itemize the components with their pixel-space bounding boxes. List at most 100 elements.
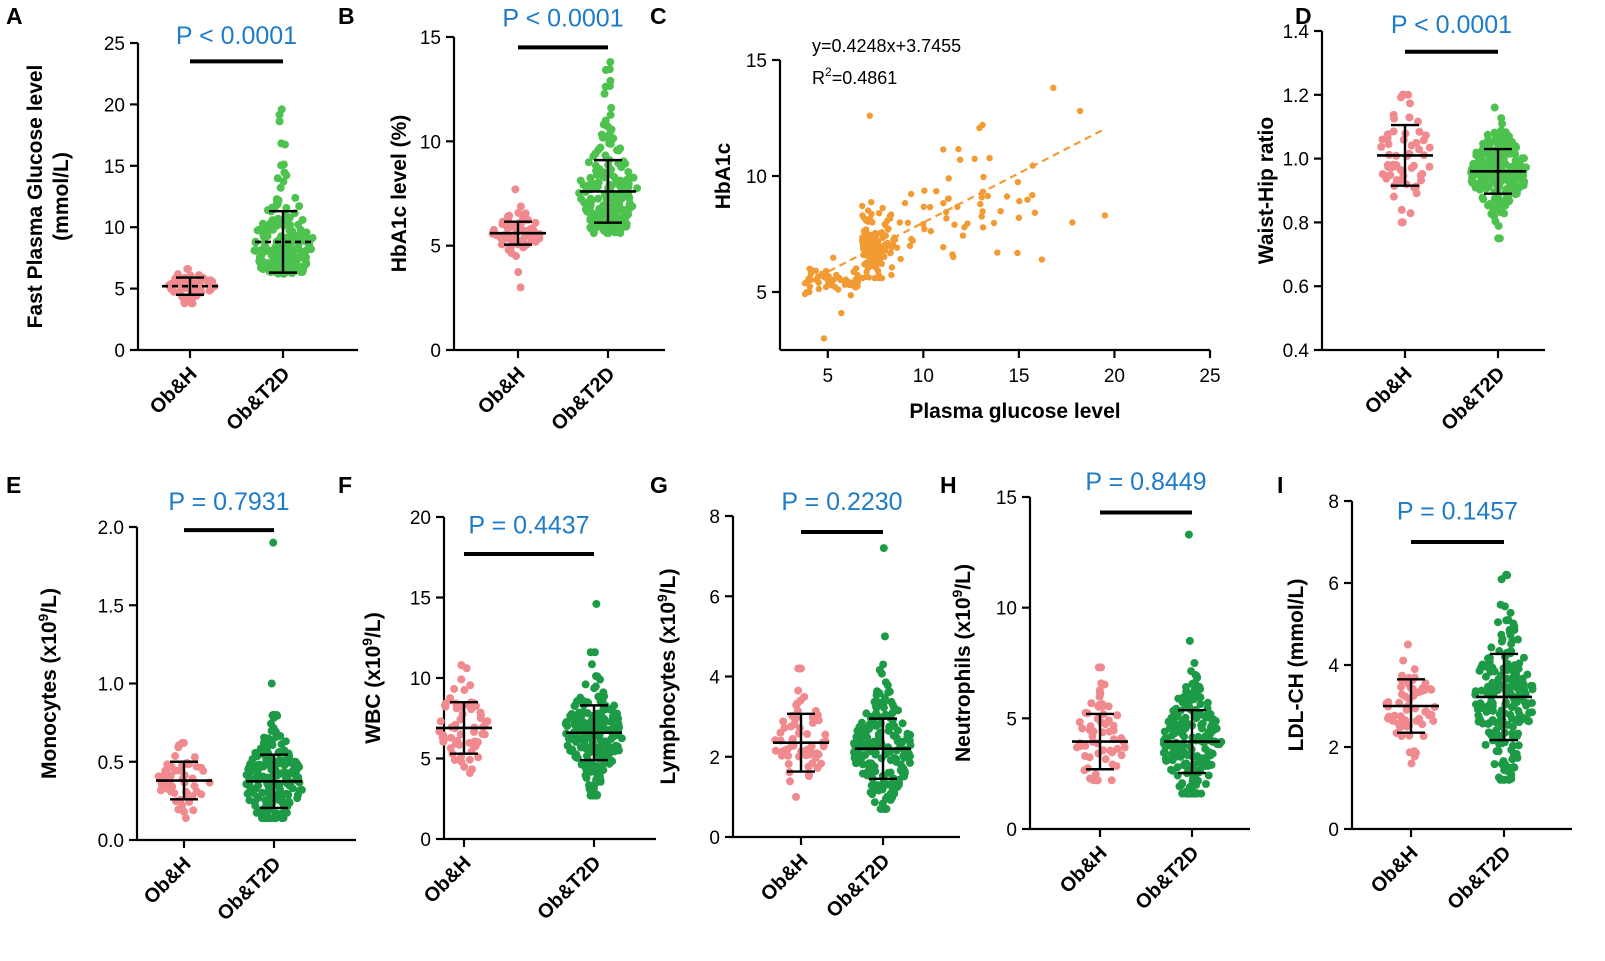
data-point: [885, 242, 892, 250]
panel-letter: F: [338, 472, 352, 498]
y-axis-label-part: Neutrophils (x10: [952, 597, 975, 762]
data-point: [875, 689, 884, 698]
data-point: [456, 730, 465, 739]
series-obh: [1072, 663, 1129, 785]
x-axis-label: Plasma glucose level: [909, 400, 1120, 423]
data-point: [897, 255, 904, 263]
data-point: [1514, 664, 1523, 673]
data-point: [1479, 179, 1488, 188]
data-point: [812, 749, 821, 758]
data-point: [867, 759, 876, 768]
data-point: [868, 210, 875, 218]
data-point: [1505, 775, 1514, 784]
data-point: [275, 769, 284, 778]
data-point: [1183, 751, 1192, 760]
data-point: [980, 173, 987, 181]
data-point: [997, 207, 1004, 215]
x-category-label: Ob&H: [420, 852, 476, 908]
data-point: [1113, 711, 1122, 720]
data-point: [1378, 135, 1387, 144]
y-axis-label-sup: 9: [35, 613, 51, 621]
data-point: [511, 185, 520, 194]
data-point: [1178, 741, 1187, 750]
data-point: [868, 198, 875, 206]
data-point: [592, 791, 601, 800]
data-point: [171, 752, 180, 761]
data-point: [802, 751, 811, 760]
data-point: [1506, 608, 1515, 617]
data-point: [863, 733, 872, 742]
data-point: [871, 750, 880, 759]
data-point: [865, 274, 872, 281]
data-point: [990, 219, 998, 227]
x-tick-label: 15: [1008, 366, 1029, 387]
y-axis-label-part: /L): [952, 564, 975, 590]
data-point: [835, 286, 842, 293]
data-point: [888, 271, 895, 279]
data-point: [945, 175, 952, 182]
data-point: [783, 745, 792, 754]
data-point: [1494, 618, 1503, 627]
data-point: [1409, 161, 1418, 170]
data-point: [1505, 149, 1514, 158]
data-point: [971, 155, 978, 163]
data-point: [1481, 672, 1490, 681]
data-point: [178, 738, 187, 747]
data-point: [867, 231, 874, 239]
data-point: [1502, 616, 1511, 625]
data-point: [868, 782, 877, 791]
data-point: [893, 726, 902, 735]
data-point: [303, 245, 312, 254]
data-point: [580, 721, 589, 730]
data-point: [571, 700, 580, 709]
data-point: [277, 759, 286, 768]
data-point: [1501, 138, 1510, 147]
data-point: [460, 762, 469, 771]
data-point: [863, 259, 870, 267]
panel-letter: H: [940, 472, 957, 498]
data-point: [869, 252, 876, 259]
y-axis-label-part: /L): [362, 612, 385, 638]
data-point: [1524, 717, 1533, 726]
data-point: [979, 224, 987, 231]
data-point: [268, 225, 277, 234]
data-point: [1418, 684, 1427, 693]
data-point: [277, 740, 286, 749]
data-point: [1493, 686, 1502, 695]
data-point: [881, 220, 889, 228]
data-point: [784, 751, 793, 760]
y-tick-label: 1.0: [98, 675, 124, 696]
data-point: [264, 737, 273, 746]
data-point: [1197, 789, 1206, 798]
data-point: [1507, 714, 1516, 723]
data-point: [1494, 234, 1503, 243]
data-point: [926, 203, 934, 211]
data-point: [1109, 721, 1118, 730]
data-point: [860, 245, 867, 252]
data-point: [452, 704, 461, 713]
y-axis-label-unit: (mmol/L): [50, 152, 73, 241]
data-point: [1184, 530, 1193, 539]
data-point: [883, 681, 892, 690]
data-point: [1081, 752, 1090, 761]
error-bar: [162, 276, 218, 296]
error-bar: [1377, 123, 1433, 187]
data-point: [1427, 710, 1436, 719]
y-tick-label: 0: [1328, 820, 1339, 841]
data-point: [1426, 684, 1435, 693]
data-point: [976, 124, 983, 132]
data-point: [585, 180, 594, 189]
data-point: [945, 195, 952, 202]
data-point: [594, 194, 603, 203]
data-point: [1081, 741, 1090, 750]
y-tick-label: 15: [410, 589, 431, 610]
data-point: [1171, 705, 1180, 714]
data-point: [266, 814, 275, 823]
data-point: [1094, 702, 1103, 711]
data-point: [1501, 201, 1510, 210]
data-point: [259, 772, 268, 781]
data-point: [1396, 93, 1405, 102]
data-point: [1160, 727, 1169, 736]
data-point: [1411, 748, 1420, 757]
data-point: [577, 194, 586, 203]
